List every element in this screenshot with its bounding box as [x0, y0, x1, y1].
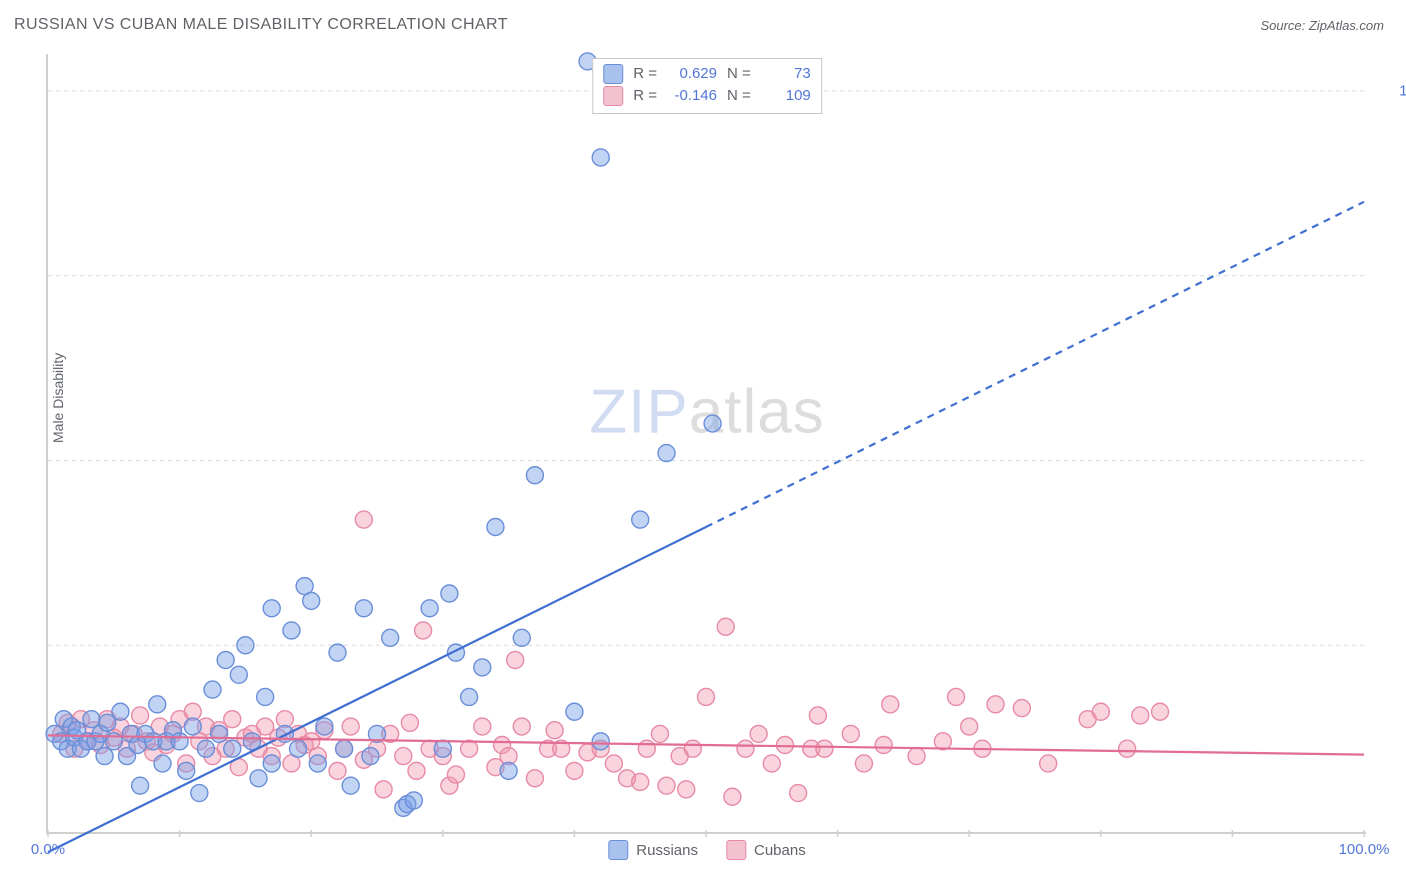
- source-name: ZipAtlas.com: [1309, 18, 1384, 33]
- legend-r-cubans: -0.146: [667, 85, 717, 107]
- source-attribution: Source: ZipAtlas.com: [1260, 18, 1384, 33]
- series-legend-russians: Russians: [608, 840, 698, 860]
- series-label-cubans: Cubans: [754, 842, 806, 859]
- legend-n-label: N =: [727, 85, 751, 107]
- plot-area: Male Disability ZIPatlas R = 0.629 N = 7…: [46, 54, 1366, 834]
- chart-canvas: [48, 54, 1366, 832]
- series-swatch-cubans: [726, 840, 746, 860]
- legend-row-russians: R = 0.629 N = 73: [603, 63, 811, 85]
- y-tick-label: 100.0%: [1399, 82, 1406, 99]
- correlation-legend: R = 0.629 N = 73 R = -0.146 N = 109: [592, 58, 822, 114]
- legend-n-label: N =: [727, 63, 751, 85]
- legend-n-cubans: 109: [761, 85, 811, 107]
- source-prefix: Source:: [1260, 18, 1308, 33]
- x-tick-label-min: 0.0%: [31, 841, 65, 858]
- legend-swatch-russians: [603, 64, 623, 84]
- series-label-russians: Russians: [636, 842, 698, 859]
- chart-title: RUSSIAN VS CUBAN MALE DISABILITY CORRELA…: [14, 16, 508, 34]
- legend-swatch-cubans: [603, 86, 623, 106]
- series-swatch-russians: [608, 840, 628, 860]
- legend-row-cubans: R = -0.146 N = 109: [603, 85, 811, 107]
- legend-r-label: R =: [633, 63, 657, 85]
- legend-r-russians: 0.629: [667, 63, 717, 85]
- series-legend: Russians Cubans: [608, 840, 805, 860]
- legend-r-label: R =: [633, 85, 657, 107]
- legend-n-russians: 73: [761, 63, 811, 85]
- x-tick-label-max: 100.0%: [1339, 841, 1390, 858]
- series-legend-cubans: Cubans: [726, 840, 806, 860]
